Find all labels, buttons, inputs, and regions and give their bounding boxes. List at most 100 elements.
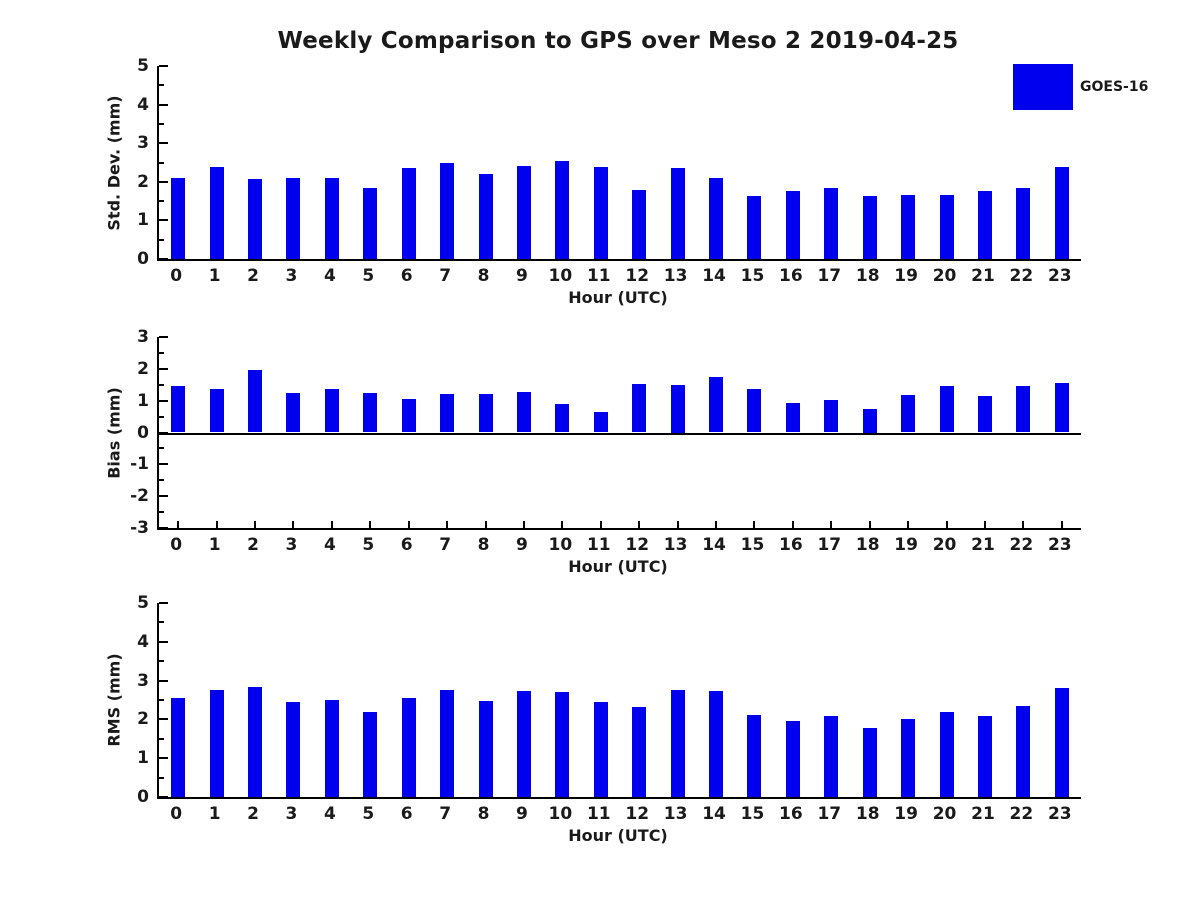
bar (401, 168, 416, 259)
x-tick-label: 16 (779, 535, 803, 555)
bar (478, 174, 493, 259)
y-minor-tick (159, 415, 164, 418)
bar (593, 701, 608, 797)
y-tick-label: 1 (137, 210, 149, 231)
x-tick (254, 521, 257, 528)
bar (286, 177, 301, 259)
y-tick (159, 796, 168, 798)
bar (632, 190, 647, 259)
x-tick-label: 7 (439, 804, 452, 824)
y-tick-label: 1 (137, 748, 149, 769)
x-tick (638, 521, 641, 528)
x-tick-label: 22 (1009, 804, 1034, 824)
bar (709, 376, 724, 433)
y-minor-tick (159, 161, 164, 164)
y-tick-label: 0 (137, 422, 149, 443)
x-tick-label: 12 (625, 535, 650, 555)
x-tick-label: 6 (400, 535, 413, 555)
bar (709, 691, 724, 797)
subplot-rms: RMS (mm) Hour (UTC) 0 1 2 3 4 5 0 1 2 3 4 5 6 7 8 9 10 11… (0, 593, 1200, 845)
x-tick-label: 5 (362, 266, 375, 286)
y-tick (159, 180, 168, 183)
x-tick-label: 2 (247, 804, 259, 824)
y-minor-tick (159, 621, 164, 624)
y-tick-label: 3 (137, 327, 149, 347)
y-minor-tick (159, 776, 164, 779)
x-tick (407, 521, 410, 528)
x-tick-label: 4 (323, 804, 336, 824)
bar (977, 395, 992, 433)
x-tick-label: 10 (548, 535, 573, 555)
x-tick-label: 14 (702, 535, 726, 555)
y-tick (159, 463, 168, 466)
x-tick-label: 17 (817, 535, 842, 555)
x-tick-label: 20 (932, 535, 957, 555)
bar (324, 699, 339, 797)
y-tick (159, 65, 168, 67)
x-tick (715, 521, 718, 528)
x-tick-label: 16 (779, 266, 803, 286)
x-tick (215, 521, 218, 528)
bar (747, 388, 762, 433)
bar (824, 188, 839, 259)
y-tick (159, 219, 168, 222)
bar (286, 392, 301, 433)
x-tick-label: 9 (516, 804, 528, 824)
y-minor-tick (159, 660, 164, 663)
bar (632, 706, 647, 797)
bar (901, 719, 916, 797)
y-tick (159, 431, 168, 434)
x-tick-label: 11 (586, 266, 611, 286)
bar (555, 692, 570, 797)
y-tick-label: 5 (137, 593, 149, 613)
y-minor-tick (159, 699, 164, 701)
x-tick-label: 1 (208, 266, 221, 286)
bar (171, 177, 186, 259)
x-tick-label: 5 (362, 804, 375, 824)
x-tick-label: 15 (740, 266, 765, 286)
x-tick (1022, 521, 1025, 528)
y-tick-label: 4 (137, 631, 149, 652)
bar (555, 160, 570, 259)
x-tick (907, 521, 910, 528)
x-tick-label: 16 (779, 804, 803, 824)
x-tick-label: 1 (208, 535, 221, 555)
bar (1016, 188, 1031, 259)
x-tick (561, 521, 564, 528)
y-tick (159, 679, 168, 682)
x-tick (868, 521, 871, 528)
y-tick-label: -1 (130, 454, 149, 475)
bar (1016, 705, 1031, 797)
x-tick (830, 521, 833, 528)
y-tick-label: 0 (137, 249, 149, 269)
x-tick (292, 521, 295, 528)
y-minor-tick (159, 383, 164, 386)
bar (785, 191, 800, 259)
bar (747, 714, 762, 797)
bar (209, 690, 224, 797)
x-tick-label: 0 (170, 266, 183, 286)
y-tick (159, 399, 168, 402)
bar (593, 411, 608, 433)
y-tick (159, 602, 168, 604)
x-tick-label: 15 (740, 804, 765, 824)
x-tick (791, 521, 794, 528)
bar (785, 403, 800, 433)
bar (363, 711, 378, 797)
x-tick-label: 3 (285, 266, 298, 286)
x-tick-label: 21 (971, 266, 995, 286)
x-tick-label: 8 (477, 535, 490, 555)
bar (901, 394, 916, 433)
x-tick-label: 3 (285, 804, 298, 824)
x-tick-label: 23 (1047, 266, 1072, 286)
zero-line (159, 432, 1081, 435)
y-tick-label: -3 (130, 518, 149, 538)
x-tick-label: 13 (663, 804, 688, 824)
y-tick-label: 3 (137, 133, 149, 154)
x-tick-label: 14 (702, 804, 726, 824)
x-tick-label: 23 (1047, 804, 1072, 824)
x-tick-label: 9 (516, 535, 528, 555)
x-tick-label: 7 (439, 266, 452, 286)
bar (171, 698, 186, 797)
y-tick-label: 5 (137, 56, 149, 76)
